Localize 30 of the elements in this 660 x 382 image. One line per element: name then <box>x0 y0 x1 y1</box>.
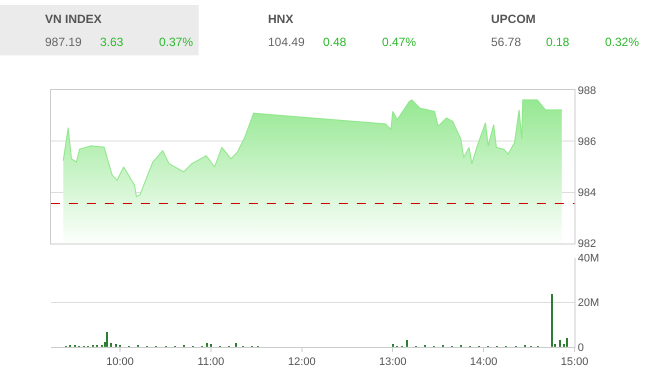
x-tick-label: 10:00 <box>106 356 134 368</box>
text: 0.32% <box>605 35 640 49</box>
y-tick-label: 986 <box>578 136 596 148</box>
text: 3.63 <box>100 35 124 49</box>
x-tick-label: 14:00 <box>470 356 498 368</box>
y-tick-label: 984 <box>578 187 596 200</box>
text: 0.48 <box>323 35 347 49</box>
text: UPCOM <box>491 12 536 26</box>
text: VN INDEX <box>45 12 102 26</box>
text: 56.78 <box>491 35 522 49</box>
y-tick-label: 0 <box>578 342 584 354</box>
x-tick-label: 12:00 <box>288 356 316 368</box>
text: HNX <box>268 12 294 26</box>
bar <box>106 332 108 347</box>
bar <box>550 294 553 347</box>
text: 987.19 <box>45 35 82 49</box>
text: 0.37% <box>159 35 194 49</box>
y-tick-label: 40M <box>578 252 600 265</box>
bar <box>406 340 408 347</box>
y-tick-label: 20M <box>578 297 600 310</box>
y-tick-label: 982 <box>578 238 596 250</box>
text: 0.47% <box>382 35 416 49</box>
y-tick-label: 988 <box>578 85 596 98</box>
x-tick-label: 13:00 <box>378 356 406 368</box>
bar <box>566 338 568 347</box>
x-tick-label: 15:00 <box>560 356 588 368</box>
x-tick-label: 11:00 <box>198 356 224 368</box>
text: 104.49 <box>268 35 306 49</box>
text: 0.18 <box>546 35 570 49</box>
bar <box>558 340 561 347</box>
